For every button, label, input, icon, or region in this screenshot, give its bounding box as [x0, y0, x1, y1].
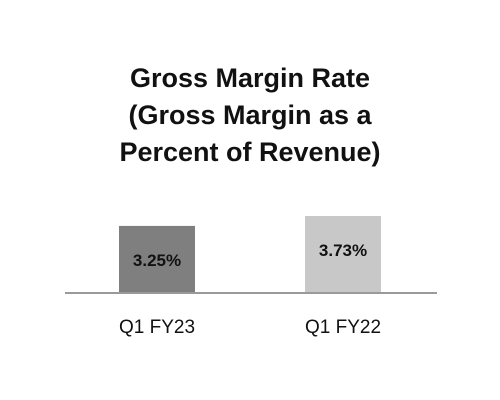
x-tick-label-0: Q1 FY23: [119, 317, 195, 338]
bar-value-label-0: 3.25%: [133, 251, 181, 270]
bar-group: 3.25% 3.73%: [119, 216, 381, 293]
bar-value-label-1: 3.73%: [319, 241, 367, 260]
bar-1: [305, 216, 381, 293]
x-tick-label-1: Q1 FY22: [305, 317, 381, 338]
bar-0: [119, 225, 195, 293]
x-axis-tick-labels: Q1 FY23 Q1 FY22: [119, 317, 381, 338]
chart-title-line-1: Gross Margin Rate: [130, 63, 370, 93]
chart-title-line-3: Percent of Revenue): [119, 137, 380, 167]
chart-title-line-2: (Gross Margin as a: [128, 100, 372, 130]
chart-title: Gross Margin Rate (Gross Margin as a Per…: [119, 63, 380, 167]
